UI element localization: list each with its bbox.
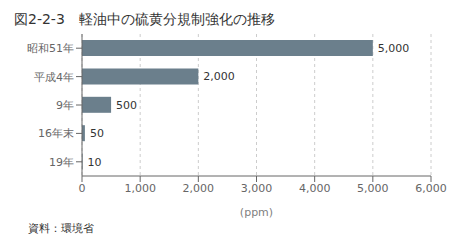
html-text:資料：環境省: 資料：環境省 (28, 222, 94, 235)
svg-text:平成4年: 平成4年 (34, 71, 74, 84)
svg-text:0: 0 (79, 182, 86, 195)
svg-text:4,000: 4,000 (299, 182, 331, 195)
svg-text:10: 10 (88, 156, 102, 169)
svg-text:1,000: 1,000 (124, 182, 156, 195)
svg-text:16年末: 16年末 (38, 127, 74, 140)
svg-text:昭和51年: 昭和51年 (27, 42, 74, 55)
svg-text:(ppm): (ppm) (240, 206, 273, 219)
svg-text:5,000: 5,000 (378, 42, 410, 55)
svg-text:2,000: 2,000 (203, 70, 235, 83)
svg-text:2,000: 2,000 (183, 182, 215, 195)
svg-text:19年: 19年 (49, 156, 74, 169)
svg-text:6,000: 6,000 (415, 182, 447, 195)
html-text:図2-2-3 軽油中の硫黄分規制強化の推移: 図2-2-3 軽油中の硫黄分規制強化の推移 (14, 11, 275, 27)
svg-text:9年: 9年 (56, 99, 74, 112)
svg-text:5,000: 5,000 (357, 182, 389, 195)
svg-text:50: 50 (90, 127, 104, 140)
svg-text:500: 500 (116, 99, 137, 112)
svg-text:3,000: 3,000 (241, 182, 273, 195)
